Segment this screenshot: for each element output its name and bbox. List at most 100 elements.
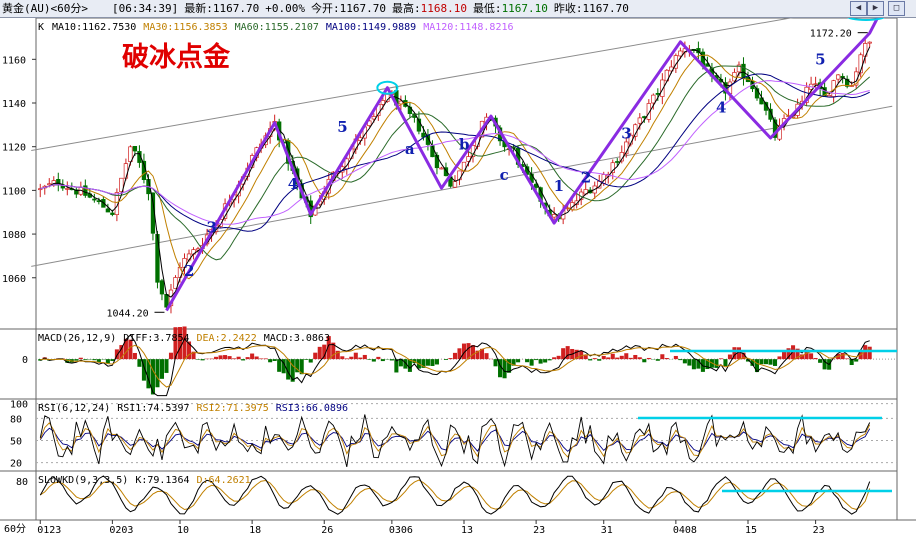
quote-time: [06:34:39] — [112, 2, 179, 15]
candle-body — [443, 167, 449, 177]
candle-body — [159, 280, 165, 295]
x-tick-label: 10 — [177, 525, 189, 536]
x-tick-label: 15 — [745, 525, 757, 536]
candle-body — [678, 50, 683, 57]
candle-body — [551, 214, 557, 218]
wave-label: 2 — [581, 168, 591, 186]
x-tick-label: 0123 — [37, 525, 61, 536]
candle-body — [741, 63, 746, 79]
x-tick-label: 18 — [249, 525, 261, 536]
legend-item: DIFF:3.7854 — [123, 333, 189, 344]
x-tick-label: 13 — [461, 525, 473, 536]
x-tick-label: 0306 — [389, 525, 413, 536]
x-tick-label: 0408 — [673, 525, 697, 536]
ma100-line — [40, 73, 870, 232]
candle-body — [772, 119, 778, 138]
wave-label: 3 — [207, 219, 217, 237]
candle-body — [646, 103, 651, 120]
candle-body — [439, 167, 444, 170]
low-label: 最低: — [472, 2, 502, 15]
x-tick-label: 26 — [321, 525, 333, 536]
price-annotation: 1044.20 — [106, 308, 148, 319]
quote-header-bar: 黄金(AU)<60分> [06:34:39] 最新:1167.70 +0.00% 今开:… — [0, 0, 916, 18]
y-tick-label: 1120 — [2, 143, 26, 154]
rsi1-line — [39, 414, 871, 468]
candle-body — [173, 277, 178, 289]
candle-body — [132, 145, 138, 152]
legend-item: DEA:2.2422 — [197, 333, 257, 344]
y-tick-label: 1060 — [2, 274, 26, 285]
candle-body — [114, 192, 120, 216]
legend-item: MA10:1162.7530 — [52, 22, 136, 33]
candle-body — [83, 185, 88, 196]
candle-body — [416, 118, 422, 132]
legend-item: MA60:1155.2107 — [235, 22, 319, 33]
maximize-icon[interactable]: □ — [888, 1, 905, 16]
candle-body — [155, 234, 160, 283]
highlight-ellipse — [376, 80, 399, 95]
macd-dea-line — [40, 344, 870, 388]
candle-body — [854, 71, 859, 86]
price-change: +0.00% — [265, 2, 305, 15]
candle-body — [452, 181, 458, 188]
legend-item: MA30:1156.3853 — [143, 22, 227, 33]
wave-label: 1 — [554, 177, 564, 195]
candle-body — [74, 189, 79, 195]
legend-item: K:79.1364 — [135, 475, 189, 486]
candle-body — [47, 183, 52, 186]
highlight-ellipse — [847, 18, 885, 21]
ma10-line — [40, 46, 871, 298]
candle-body — [610, 162, 615, 173]
legend-item: RSI3:66.0896 — [276, 403, 348, 414]
legend-prefix: K — [38, 22, 44, 33]
candle-body — [574, 200, 579, 205]
candle-body — [92, 198, 97, 201]
candle-body — [651, 94, 656, 104]
price-annotation: 1172.20 — [810, 29, 852, 40]
candle-body — [128, 146, 133, 163]
scroll-right-icon[interactable]: ▶ — [867, 1, 884, 16]
chart-title: 破冰点金 — [122, 41, 231, 73]
instrument-symbol[interactable]: 黄金(AU)<60分> — [2, 2, 88, 15]
prev-close-price: 昨收:1167.70 — [553, 2, 629, 15]
rsi2-line — [39, 422, 871, 458]
legend-item: SLOWKD(9,3,3,5) — [38, 475, 128, 486]
candle-body — [123, 163, 129, 179]
ma120-line — [40, 80, 870, 225]
legend-item: RSI(6,12,24) — [38, 403, 110, 414]
y-tick-label: 1080 — [2, 230, 26, 241]
candle-body — [380, 100, 386, 105]
wave-label: 4 — [288, 175, 298, 193]
candle-body — [867, 41, 872, 44]
legend-item: D:64.2621 — [197, 475, 251, 486]
x-tick-label: 31 — [601, 525, 613, 536]
x-tick-label: 0203 — [109, 525, 133, 536]
elliott-wave-line — [165, 18, 880, 312]
candle-body — [457, 170, 462, 181]
candle-body — [655, 93, 660, 95]
latest-price: 最新:1167.70 — [184, 2, 260, 15]
wave-label: 5 — [815, 50, 825, 68]
candle-body — [768, 108, 773, 120]
wave-label: 5 — [337, 118, 347, 136]
legend-item: MA100:1149.9889 — [326, 22, 416, 33]
wave-label: 4 — [716, 98, 726, 116]
candle-body — [637, 117, 642, 124]
y-tick-label: 100 — [10, 400, 28, 411]
candle-body — [759, 97, 764, 105]
y-tick-label: 80 — [10, 414, 22, 425]
candle-body — [835, 74, 841, 80]
x-tick-label: 23 — [533, 525, 545, 536]
legend-item: MACD(26,12,9) — [38, 333, 116, 344]
wave-label: b — [459, 136, 470, 154]
wave-label: 2 — [184, 262, 194, 280]
y-tick-label: 0 — [22, 355, 28, 366]
wave-label: a — [405, 140, 415, 158]
candle-body — [119, 177, 124, 193]
channel-upper-line — [31, 18, 794, 151]
legend-item: RSI1:74.5397 — [117, 403, 189, 414]
candle-body — [615, 161, 620, 163]
y-tick-label: 1100 — [2, 186, 26, 197]
candle-body — [736, 64, 742, 73]
scroll-left-icon[interactable]: ◀ — [850, 1, 867, 16]
